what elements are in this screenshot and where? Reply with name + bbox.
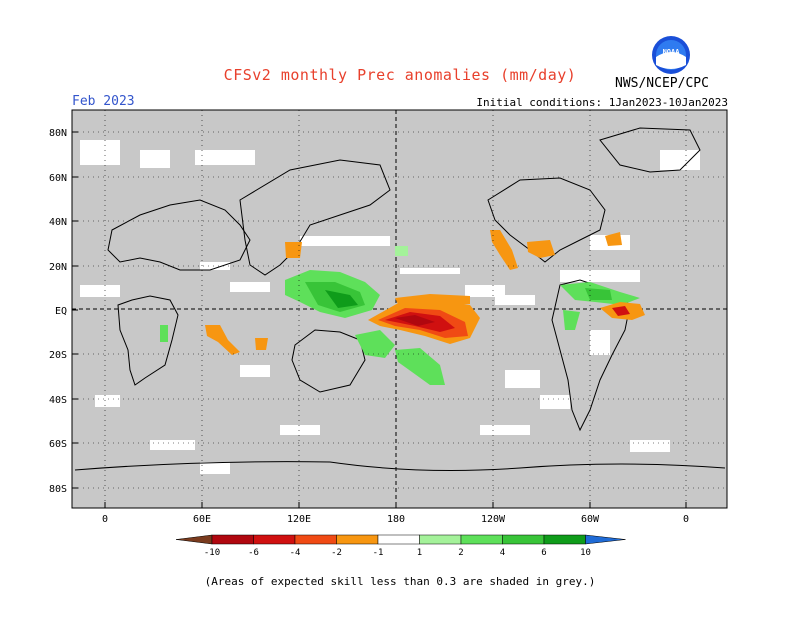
colorbar-segment [253,534,296,545]
colorbar-segment [502,534,545,545]
lat-label: 20N [49,262,67,273]
lat-label: 60N [49,173,67,184]
colorbar-segment [543,534,586,545]
colorbar-segment [294,534,337,545]
lat-axis: 80N 60N 40N 20N EQ 20S 40S 60S 80S [49,128,727,495]
lon-label: 0 [683,514,689,525]
colorbar-label: 1 [417,548,422,558]
positive-anomalies [160,246,640,385]
colorbar-label: -4 [290,548,301,558]
negative-anomalies [205,230,645,355]
lon-label: 0 [102,514,108,525]
lat-label: 60S [49,439,67,450]
lat-label: 80N [49,128,67,139]
lat-label: 40N [49,217,67,228]
colorbar-label: -1 [373,548,384,558]
colorbar-label: -6 [248,548,259,558]
colorbar-segment [377,534,420,545]
colorbar-label: -2 [331,548,342,558]
svg-text:NOAA: NOAA [663,48,681,56]
lat-label: 80S [49,484,67,495]
lon-axis: 0 60E 120E 180 120W 60W 0 [102,110,689,525]
lat-label: EQ [55,306,67,317]
colorbar-extend-low [175,534,213,545]
colorbar-segment [211,534,254,545]
lon-label: 60W [581,514,600,525]
map-background [72,110,727,508]
colorbar: -10 -6 -4 -2 -1 1 2 4 6 10 [175,534,626,558]
lon-label: 60E [193,514,211,525]
colorbar-segment [336,534,379,545]
lon-label: 180 [387,514,405,525]
white-patches [80,140,700,474]
noaa-logo: NOAA [652,36,690,74]
forecast-month: Feb 2023 [72,94,135,109]
colorbar-label: 4 [500,548,505,558]
initial-conditions: Initial conditions: 1Jan2023-10Jan2023 [476,96,728,109]
colorbar-label: 10 [580,548,591,558]
colorbar-label: 6 [541,548,546,558]
map-frame [71,109,728,509]
map-title: CFSv2 monthly Prec anomalies (mm/day) [223,66,577,84]
lat-label: 40S [49,395,67,406]
colorbar-label: 2 [458,548,463,558]
colorbar-segment [460,534,503,545]
lon-label: 120W [481,514,506,525]
colorbar-segment [419,534,462,545]
skill-note: (Areas of expected skill less than 0.3 a… [204,575,596,588]
lat-label: 20S [49,350,67,361]
colorbar-extend-high [585,534,626,545]
agency-label: NWS/NCEP/CPC [615,76,709,91]
coastlines [74,127,726,471]
lon-label: 120E [287,514,311,525]
colorbar-label: -10 [204,548,220,558]
